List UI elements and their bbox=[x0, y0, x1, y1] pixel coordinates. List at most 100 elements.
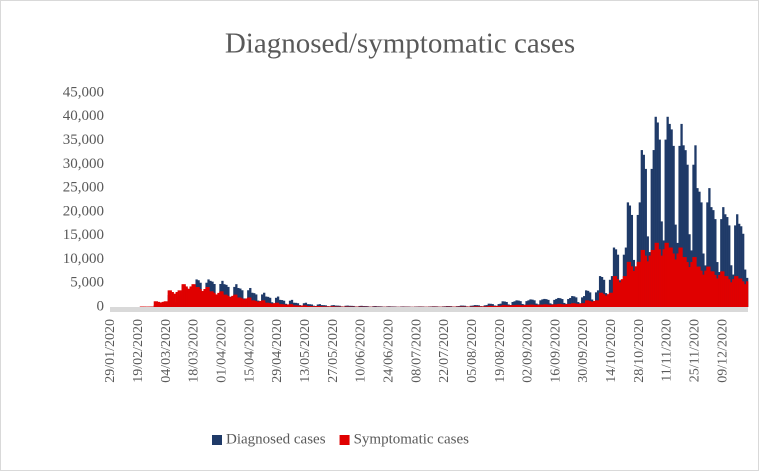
bar bbox=[694, 257, 697, 307]
bar bbox=[519, 301, 522, 307]
bar bbox=[738, 278, 741, 307]
bar bbox=[330, 305, 333, 307]
bar bbox=[590, 301, 594, 307]
bar bbox=[157, 301, 160, 307]
bar bbox=[686, 262, 689, 307]
bar bbox=[573, 303, 576, 307]
bar bbox=[213, 292, 216, 307]
bar bbox=[225, 294, 228, 307]
bar bbox=[251, 300, 254, 307]
legend-label: Diagnosed cases bbox=[226, 431, 326, 447]
bar bbox=[527, 300, 530, 307]
bar bbox=[650, 249, 653, 307]
bar bbox=[640, 249, 643, 307]
bar bbox=[513, 305, 516, 307]
x-tick-label: 02/09/2020 bbox=[521, 319, 536, 383]
bar bbox=[491, 305, 494, 307]
bar bbox=[606, 294, 610, 307]
bar bbox=[477, 305, 480, 307]
bar bbox=[499, 303, 502, 307]
x-tick-label: 14/10/2020 bbox=[604, 319, 619, 383]
bar bbox=[628, 261, 632, 307]
bar bbox=[656, 242, 659, 307]
bar bbox=[581, 297, 584, 307]
bar bbox=[274, 302, 278, 307]
bar bbox=[612, 276, 616, 307]
bar bbox=[682, 145, 685, 307]
bar bbox=[420, 306, 423, 307]
bar bbox=[517, 300, 520, 307]
bar bbox=[338, 305, 341, 307]
bar bbox=[161, 301, 164, 307]
bar bbox=[304, 302, 308, 307]
y-tick-label: 5,000 bbox=[70, 275, 104, 291]
bar bbox=[585, 290, 588, 307]
bar bbox=[507, 305, 510, 307]
bar bbox=[203, 289, 206, 307]
bar bbox=[292, 305, 296, 307]
y-tick-label: 0 bbox=[97, 298, 105, 314]
bar bbox=[469, 305, 473, 307]
bar bbox=[221, 291, 224, 307]
bar bbox=[239, 297, 242, 307]
bar bbox=[435, 306, 439, 307]
bar bbox=[483, 306, 486, 307]
bar bbox=[328, 306, 331, 307]
bar bbox=[457, 306, 461, 307]
bar bbox=[545, 299, 548, 307]
bar bbox=[215, 294, 218, 307]
x-axis bbox=[110, 307, 748, 312]
bar bbox=[489, 303, 492, 307]
bar bbox=[654, 116, 657, 308]
bar bbox=[746, 281, 749, 307]
bar bbox=[636, 261, 639, 307]
bar bbox=[648, 255, 651, 307]
bar bbox=[571, 296, 574, 307]
bar bbox=[217, 292, 220, 307]
bar bbox=[722, 271, 725, 307]
bar bbox=[704, 270, 707, 307]
bar bbox=[712, 271, 715, 307]
bar bbox=[249, 297, 252, 307]
bar bbox=[680, 247, 683, 307]
bar bbox=[565, 304, 568, 307]
bar bbox=[475, 306, 478, 307]
bar bbox=[261, 300, 264, 307]
bar bbox=[575, 297, 578, 307]
bar bbox=[688, 267, 691, 307]
bar bbox=[640, 150, 643, 307]
bar bbox=[662, 249, 665, 307]
bar bbox=[664, 242, 667, 307]
bar bbox=[624, 276, 628, 307]
bar bbox=[280, 304, 284, 307]
bar bbox=[487, 305, 490, 307]
bar bbox=[636, 214, 639, 307]
x-tick-label: 09/12/2020 bbox=[715, 319, 730, 383]
bar bbox=[276, 302, 280, 307]
bar bbox=[638, 261, 641, 307]
x-tick-label: 08/07/2020 bbox=[409, 319, 424, 383]
bar bbox=[734, 225, 737, 307]
x-tick-label: 16/09/2020 bbox=[548, 319, 563, 383]
bar bbox=[265, 302, 268, 307]
bar bbox=[559, 303, 562, 307]
bar bbox=[728, 225, 731, 307]
y-tick-label: 45,000 bbox=[63, 84, 104, 100]
bar bbox=[324, 306, 327, 307]
bar bbox=[583, 296, 586, 307]
bar bbox=[392, 306, 395, 307]
bar bbox=[441, 306, 445, 307]
bar bbox=[533, 304, 536, 307]
bar bbox=[294, 305, 298, 307]
bar bbox=[191, 284, 194, 307]
bar bbox=[267, 296, 270, 307]
bar bbox=[429, 306, 433, 307]
bar bbox=[181, 284, 184, 307]
bar bbox=[362, 306, 365, 307]
bar bbox=[197, 287, 200, 307]
bar bbox=[525, 304, 528, 307]
bar bbox=[642, 249, 645, 307]
bar bbox=[276, 296, 280, 307]
bar bbox=[660, 255, 663, 307]
